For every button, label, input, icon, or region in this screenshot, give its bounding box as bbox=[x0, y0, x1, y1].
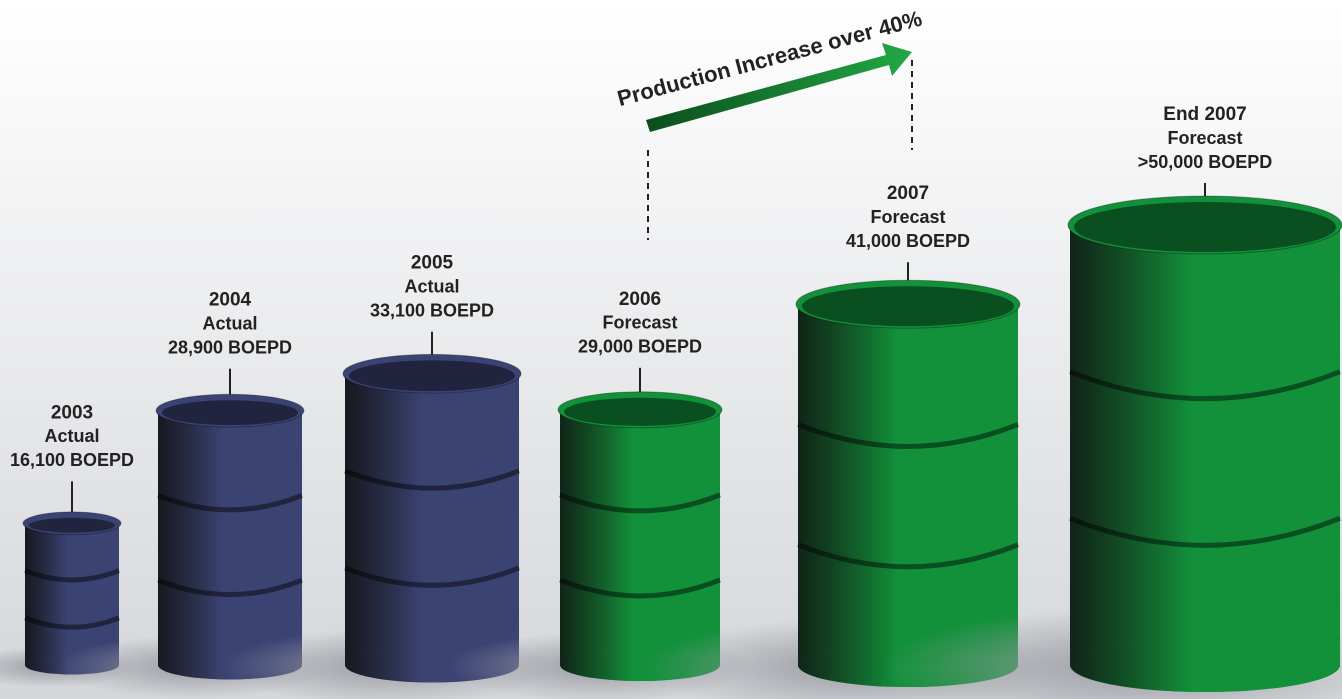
status-label: Forecast bbox=[1167, 128, 1242, 148]
barrel bbox=[1067, 195, 1342, 692]
barrel-lid bbox=[349, 360, 515, 392]
barrel bbox=[155, 393, 305, 680]
barrel-lid bbox=[564, 397, 716, 426]
barrel-bottom-shade bbox=[1070, 638, 1340, 692]
barrel-body bbox=[1070, 225, 1340, 665]
value-label: 33,100 BOEPD bbox=[370, 300, 494, 320]
barrel-hoop bbox=[344, 468, 520, 491]
barrel-hoop bbox=[24, 615, 120, 630]
value-label: >50,000 BOEPD bbox=[1138, 152, 1273, 172]
barrel-hoop bbox=[157, 577, 303, 598]
category-label: 2005 bbox=[411, 253, 454, 274]
status-label: Forecast bbox=[602, 313, 677, 333]
status-label: Actual bbox=[44, 426, 99, 446]
barrel-hoop bbox=[1069, 516, 1341, 548]
value-label: 16,100 BOEPD bbox=[10, 450, 134, 470]
barrel-hoop bbox=[157, 493, 303, 513]
category-label: 2006 bbox=[619, 289, 661, 310]
barrel-hoop bbox=[344, 565, 520, 588]
barrel-body bbox=[25, 523, 119, 665]
category-label: 2003 bbox=[51, 402, 93, 423]
barrel-lid bbox=[162, 400, 298, 426]
barrel bbox=[557, 391, 723, 681]
category-label: 2007 bbox=[887, 183, 929, 204]
barrel-hoop bbox=[1069, 369, 1341, 402]
category-label: End 2007 bbox=[1163, 104, 1246, 125]
increase-arrow bbox=[646, 43, 912, 132]
value-label: 29,000 BOEPD bbox=[578, 337, 702, 357]
barrel-body bbox=[158, 410, 302, 665]
status-label: Forecast bbox=[870, 207, 945, 227]
status-label: Actual bbox=[202, 313, 257, 333]
barrel-hoop bbox=[559, 577, 721, 599]
barrel-lid bbox=[802, 286, 1014, 327]
barrel-hoop bbox=[559, 492, 721, 514]
barrel-body bbox=[560, 409, 720, 665]
barrel bbox=[342, 353, 522, 683]
barrel-hoop bbox=[24, 568, 120, 583]
barrel-body bbox=[345, 373, 519, 665]
category-label: 2004 bbox=[209, 290, 252, 311]
barrel-body bbox=[798, 304, 1018, 665]
barrel-hoop bbox=[797, 542, 1019, 570]
barrel-lid bbox=[1074, 202, 1336, 252]
barrel-lid bbox=[29, 517, 115, 533]
barrel-hoop bbox=[797, 422, 1019, 449]
value-label: 28,900 BOEPD bbox=[168, 337, 292, 357]
status-label: Actual bbox=[404, 276, 459, 296]
value-label: 41,000 BOEPD bbox=[846, 231, 970, 251]
